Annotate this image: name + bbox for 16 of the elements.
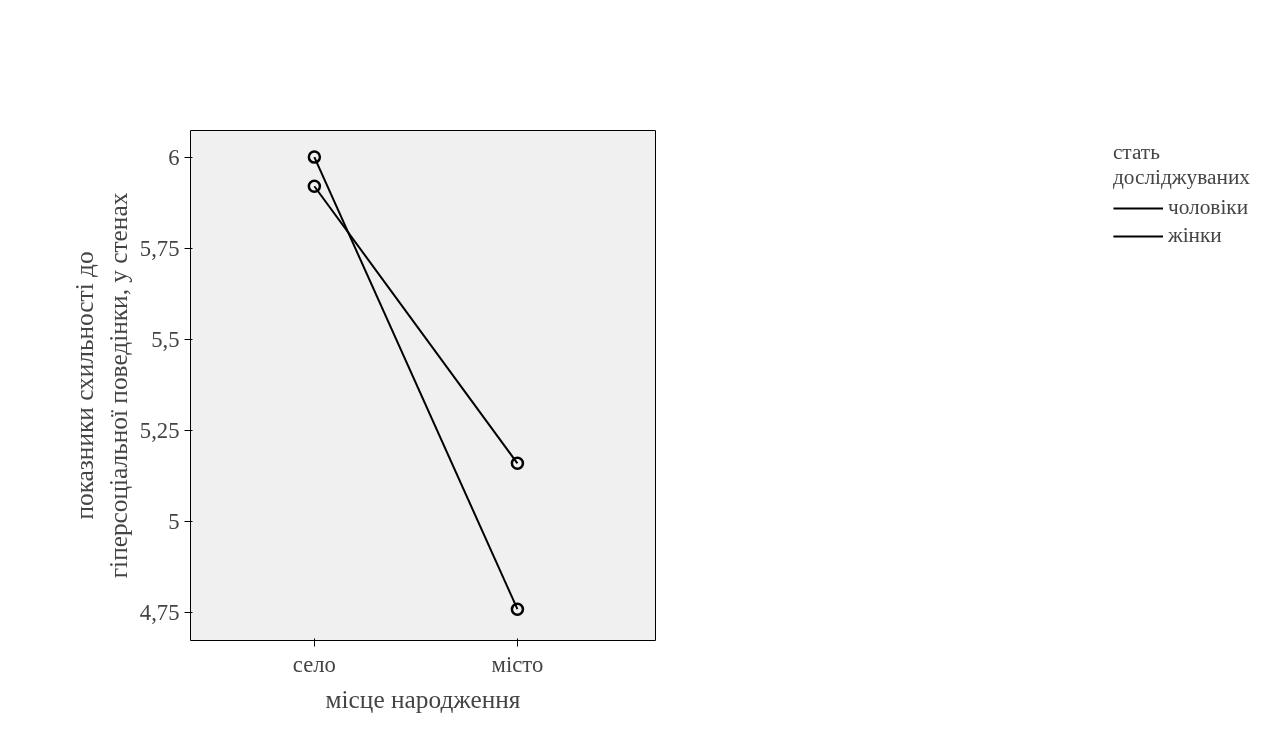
y-tick-label: 5,5 xyxy=(151,326,180,352)
legend-label: жінки xyxy=(1167,223,1222,248)
y-tick-label: 5 xyxy=(168,509,180,535)
y-tick-label: 5,75 xyxy=(139,235,180,261)
y-tick-label: 4,75 xyxy=(139,600,180,626)
x-tick-label: село xyxy=(292,651,336,677)
point xyxy=(307,179,322,194)
x-tick-label: місто xyxy=(491,651,544,677)
y-tick-label: 6 xyxy=(168,144,180,170)
x-axis-title: місце народження xyxy=(325,684,521,713)
legend-label: чоловіки xyxy=(1167,195,1249,220)
point xyxy=(307,150,322,164)
point xyxy=(510,602,525,616)
point xyxy=(510,456,525,471)
y-tick-label: 5,25 xyxy=(139,418,180,444)
y-axis-title: показники схильності до гіперсоціальної поведінки, у стенах xyxy=(70,192,132,579)
